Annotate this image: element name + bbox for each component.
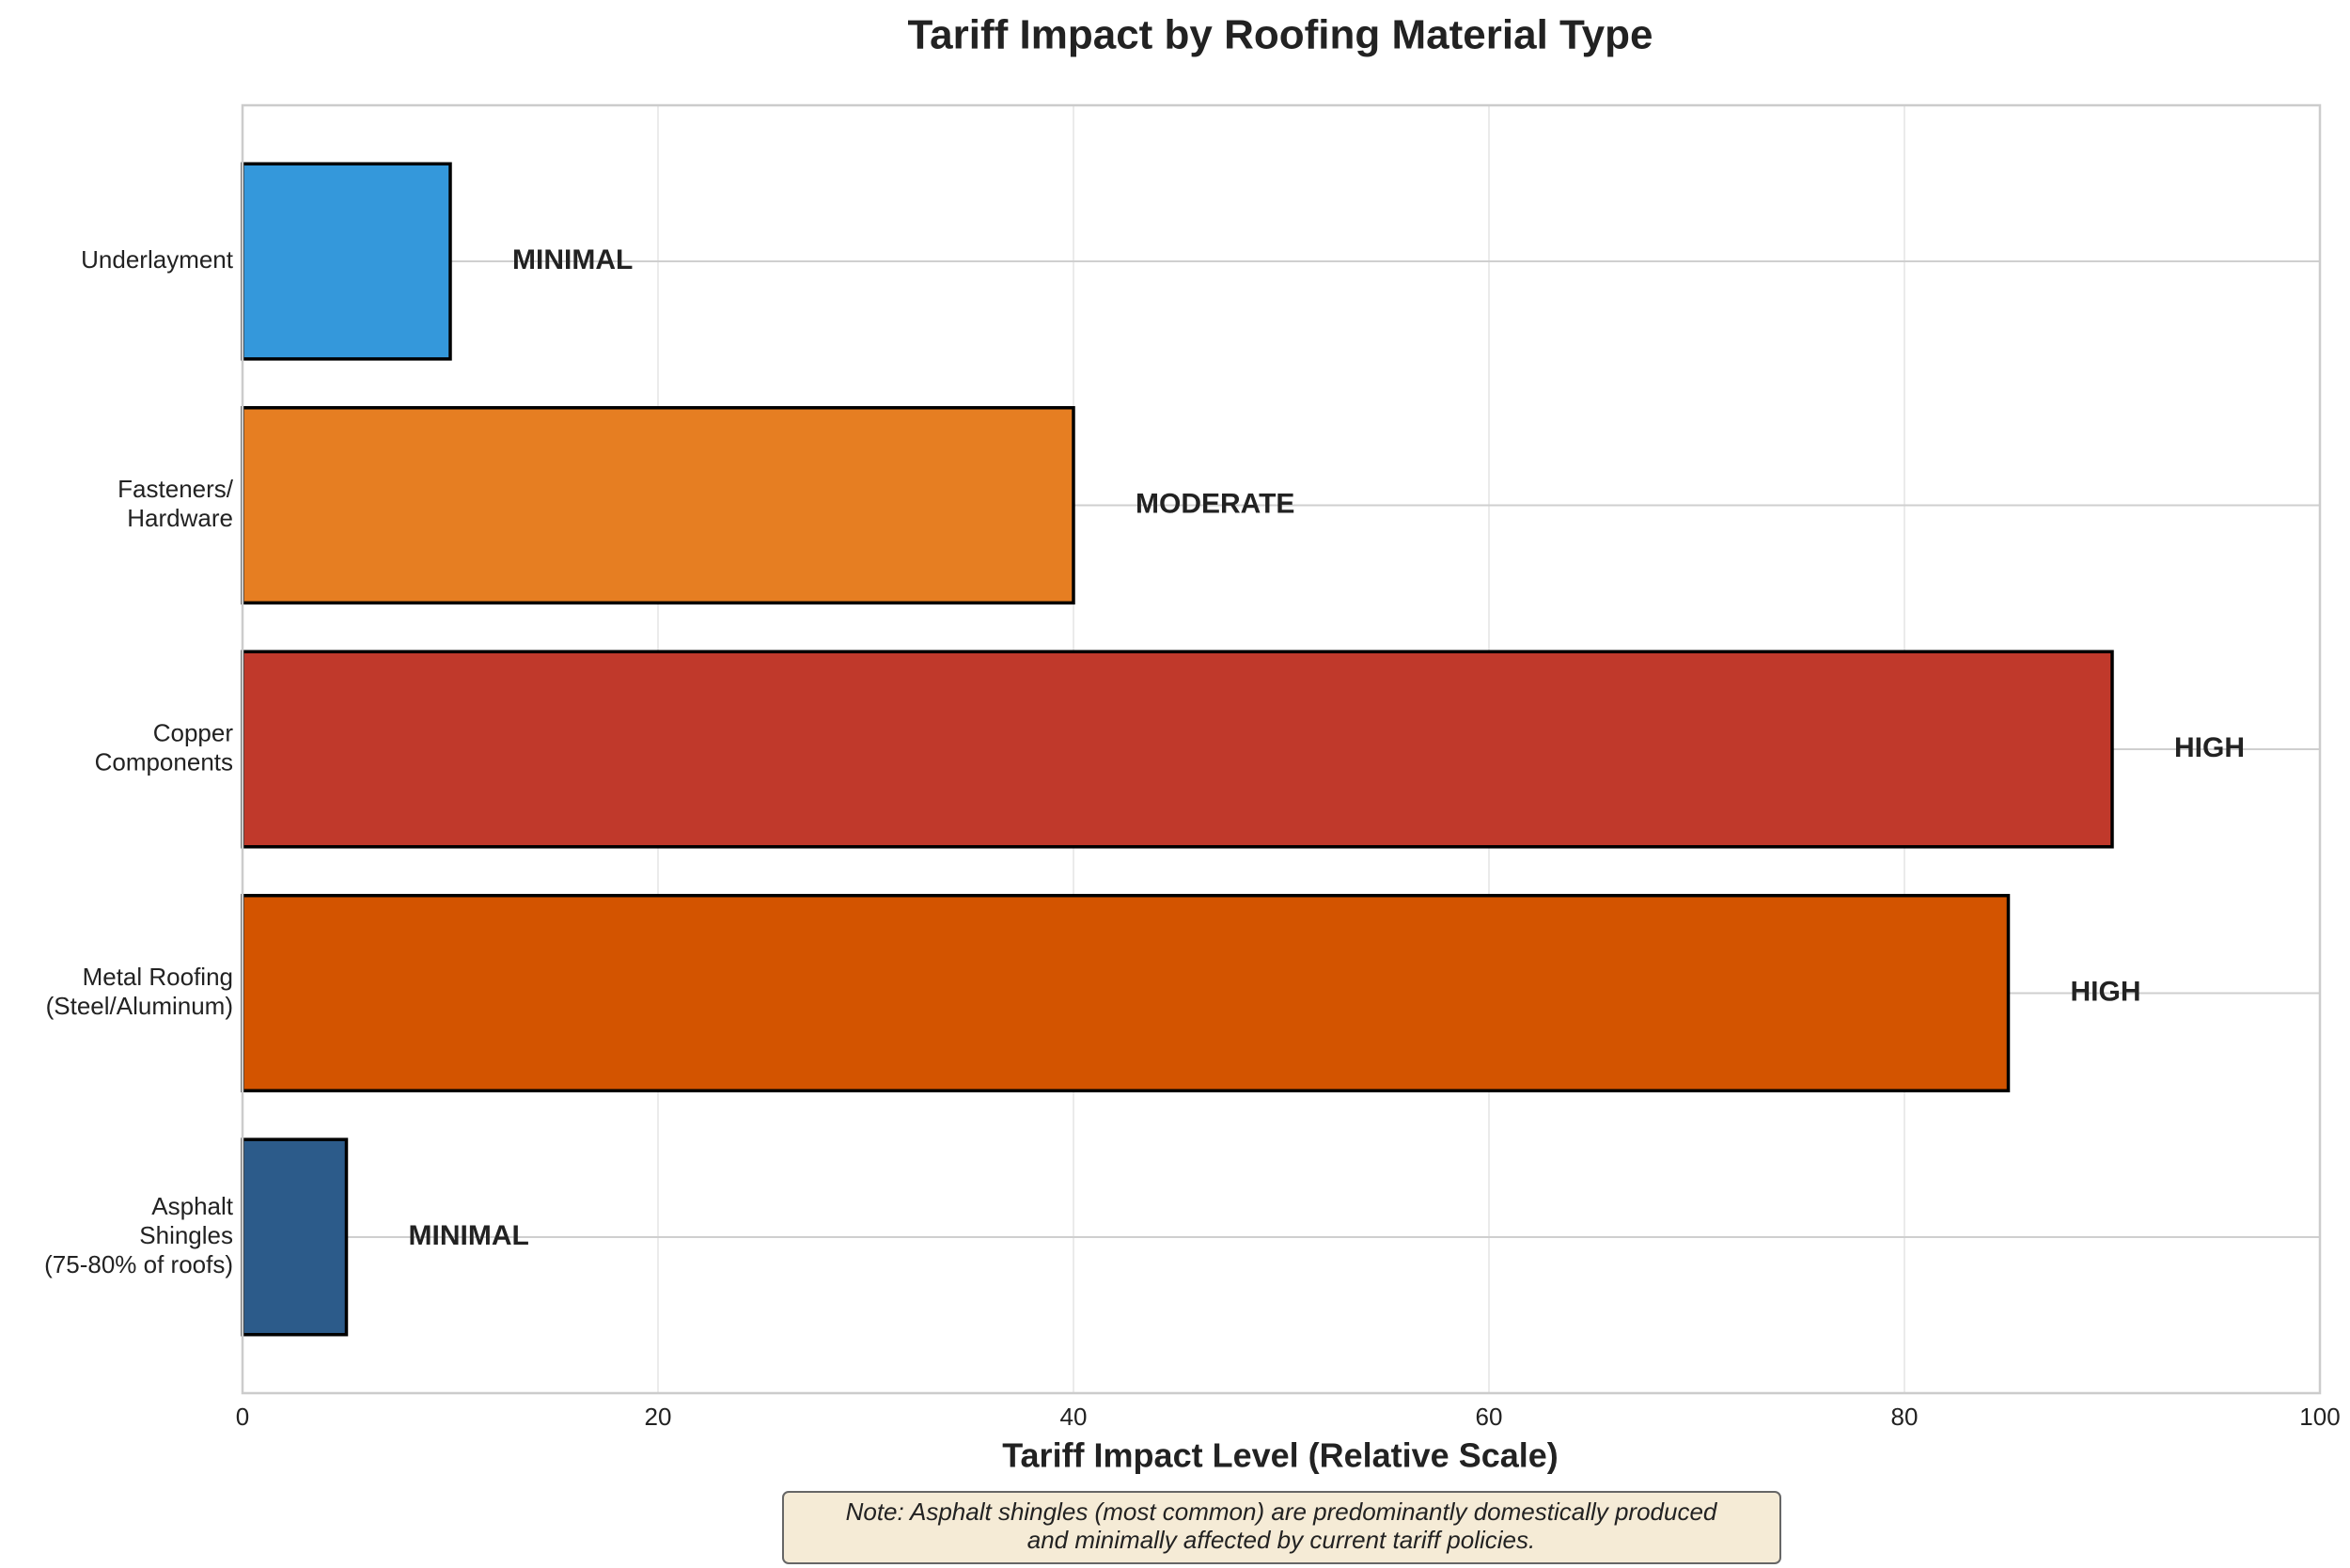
value-label: MINIMAL: [409, 1220, 529, 1251]
bar: [241, 650, 2114, 849]
chart-title: Tariff Impact by Roofing Material Type: [908, 12, 1653, 58]
y-tick-label: Copper Components: [95, 718, 234, 776]
y-tick-label: Underlayment: [81, 245, 234, 274]
x-axis-label: Tariff Impact Level (Relative Scale): [1002, 1436, 1559, 1475]
value-label: HIGH: [2174, 732, 2245, 763]
bar: [241, 1137, 349, 1337]
bar: [241, 162, 452, 361]
y-tick-label: Metal Roofing (Steel/Aluminum): [46, 963, 233, 1020]
marks: MINIMAL MODERATE HIGH HIGH MINIMAL: [241, 162, 2245, 1337]
value-label: HIGH: [2071, 976, 2141, 1007]
x-tick-label: 60: [1476, 1403, 1503, 1431]
y-tick-label: Fasteners/Hardware: [118, 475, 234, 532]
x-tick-label: 40: [1060, 1403, 1088, 1431]
y-tick-label: Asphalt Shingles (75-80% of roofs): [44, 1192, 234, 1278]
plot-frame: [241, 103, 2322, 1395]
note-box: [782, 1491, 1781, 1564]
x-tick-label: 100: [2299, 1403, 2340, 1431]
x-tick-label: 20: [645, 1403, 672, 1431]
x-tick-label: 80: [1891, 1403, 1919, 1431]
value-label: MODERATE: [1136, 488, 1294, 519]
bar: [241, 893, 2011, 1093]
bar: [241, 405, 1075, 605]
x-tick-label: 0: [236, 1403, 249, 1431]
value-label: MINIMAL: [512, 244, 633, 275]
note: Note: Asphalt shingles (most common) are…: [846, 1497, 1718, 1554]
